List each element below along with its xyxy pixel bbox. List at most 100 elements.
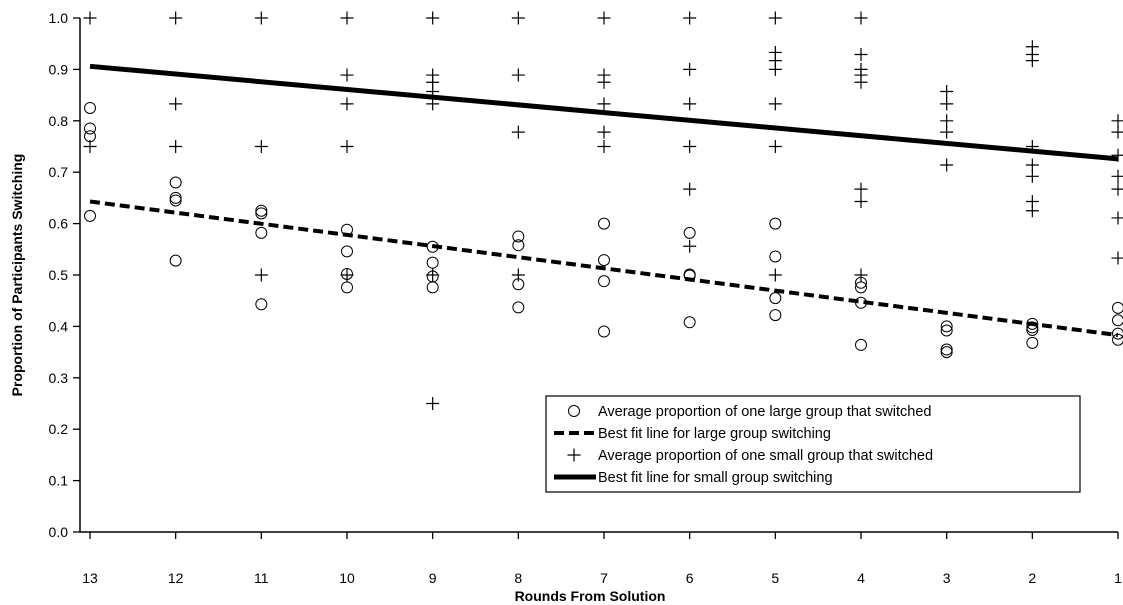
y-tick-label: 0.7 [49, 164, 69, 180]
small-group-point [940, 85, 954, 99]
small-group-point [1111, 114, 1123, 128]
legend-entry: Average proportion of one small group th… [567, 448, 933, 464]
y-tick-label: 0.3 [49, 370, 69, 386]
large-group-point [341, 245, 353, 258]
large-group-point [1026, 321, 1039, 334]
large-group-point [255, 204, 268, 217]
small-group-point [340, 97, 354, 111]
small-group-point [83, 11, 97, 25]
x-tick-label: 7 [600, 570, 608, 586]
small-group-point [854, 268, 868, 282]
x-tick-label: 8 [514, 570, 522, 586]
legend-label: Best fit line for large group switching [598, 426, 831, 442]
small-group-point [940, 125, 954, 139]
y-tick-label: 0.2 [49, 421, 69, 437]
small-group-point [254, 268, 268, 282]
small-group-point [683, 182, 697, 196]
small-group-point [597, 125, 611, 139]
x-tick-label: 4 [857, 570, 865, 586]
large-group-point [769, 217, 782, 230]
legend-box [545, 395, 1081, 493]
small-group-point [940, 97, 954, 111]
large-group-point [683, 316, 696, 329]
small-group-point [511, 125, 525, 139]
large-group-point [769, 309, 782, 322]
small-group-point [1025, 54, 1039, 68]
large-group-point [1112, 314, 1123, 327]
y-ticks: 0.0 0.1 0.2 0.3 0.4 0.5 0.6 0.7 0.8 0.9 1.0 [49, 10, 80, 540]
x-tick-label: 9 [429, 570, 437, 586]
small-group-point [254, 140, 268, 153]
small-group-point [426, 85, 440, 99]
large-group-point [512, 239, 525, 252]
small-group-point [854, 75, 868, 89]
large-group-point [1112, 301, 1123, 314]
small-group-point [511, 11, 525, 25]
large-group-point [855, 296, 867, 309]
large-group-point [598, 217, 610, 230]
large-group-point [940, 324, 953, 337]
small-group-point [1111, 182, 1123, 196]
large-group-point [940, 343, 953, 356]
large-group-point [255, 226, 268, 239]
plot-layer [83, 11, 1123, 410]
large-group-point [598, 325, 610, 338]
large-group-point [1026, 317, 1039, 330]
x-tick-label: 13 [82, 570, 98, 586]
large-group-point [1112, 333, 1123, 346]
large-group-point [426, 240, 439, 253]
y-tick-label: 0.9 [49, 61, 69, 77]
small-group-point [768, 97, 782, 111]
legend-entry: Average proportion of one large group th… [568, 404, 931, 420]
legend-plus-marker [567, 448, 581, 462]
x-tick-label: 12 [168, 570, 184, 586]
large-group-point [512, 230, 525, 243]
small-group-point [254, 11, 268, 25]
x-tick-label: 10 [339, 570, 355, 586]
small-group-point [1111, 148, 1123, 162]
small-group-point [340, 140, 354, 153]
small-group-point [854, 194, 868, 208]
small-group-point [169, 140, 183, 153]
small-group-point [683, 140, 697, 153]
small-group-point [1111, 125, 1123, 139]
x-tick-label: 2 [1028, 570, 1036, 586]
legend-entries: Average proportion of one large group th… [554, 404, 933, 486]
small-group-point [1025, 204, 1039, 218]
x-ticks: 13 12 11 10 9 8 7 6 5 4 3 2 1 [82, 532, 1122, 586]
y-tick-label: 0.8 [49, 113, 69, 129]
small-group-point [1111, 251, 1123, 265]
large-group-point [769, 250, 782, 263]
large-group-point [1112, 327, 1123, 340]
legend-circle-marker [568, 405, 580, 417]
large-group-point [940, 346, 953, 359]
x-axis-title: Rounds From Solution [515, 588, 666, 604]
small-group-point [683, 239, 697, 253]
small-group-point [426, 397, 440, 410]
small-group-point [768, 268, 782, 282]
y-tick-label: 0.4 [49, 318, 69, 334]
series-1 [89, 199, 1119, 338]
y-tick-label: 0.6 [49, 216, 69, 232]
large-group-point [769, 292, 782, 305]
x-tick-label: 1 [1114, 570, 1122, 586]
series-2 [83, 11, 1123, 410]
small-group-point [597, 140, 611, 153]
y-tick-label: 1.0 [49, 10, 69, 26]
small-group-point [426, 11, 440, 25]
legend-label: Best fit line for small group switching [598, 470, 833, 486]
large-group-point [84, 122, 96, 135]
small-group-point [940, 114, 954, 128]
large-group-point [683, 226, 696, 239]
small-group-point [1025, 158, 1039, 172]
small-group-point [597, 75, 611, 89]
large-group-point [169, 176, 182, 189]
small-group-point [426, 268, 440, 282]
large-group-point [1026, 336, 1039, 349]
small-group-point [1025, 169, 1039, 183]
x-tick-label: 11 [254, 570, 269, 586]
legend-entry: Best fit line for small group switching [554, 470, 833, 486]
small-group-point [1111, 211, 1123, 225]
large-group-point [169, 254, 182, 267]
